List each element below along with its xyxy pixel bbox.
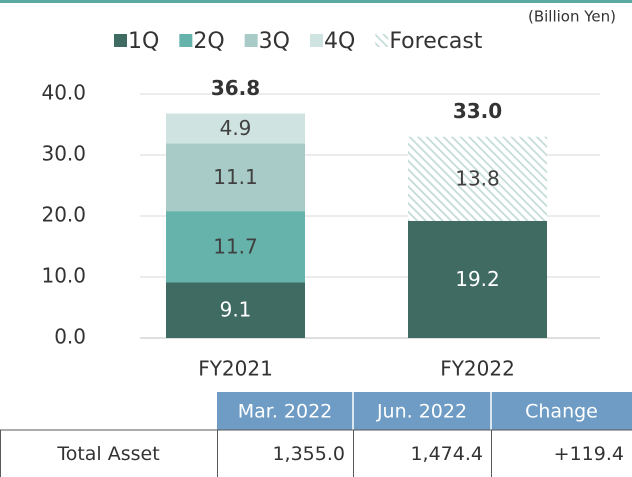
value-label: 11.1 [213, 165, 258, 189]
legend-label: 1Q [128, 29, 159, 54]
legend-label: 2Q [193, 29, 224, 54]
legend-swatch [114, 34, 127, 47]
bar-segment [166, 113, 305, 144]
header-text: Change [525, 401, 598, 423]
x-tick-label: FY2022 [440, 357, 515, 381]
y-tick-label: 40.0 [41, 81, 86, 105]
y-tick-label: 10.0 [41, 264, 86, 288]
legend-swatch [375, 34, 389, 47]
bar-segment [166, 282, 305, 338]
bar-segment [408, 220, 547, 338]
total-label: 36.8 [211, 76, 260, 100]
y-tick-label: 20.0 [41, 203, 86, 227]
header-cell [353, 392, 491, 430]
legend-label: 3Q [259, 29, 290, 54]
bar-segment [166, 211, 305, 283]
bar-segment [166, 143, 305, 212]
header-cell [491, 392, 632, 430]
cell-text: Total Asset [56, 443, 159, 465]
legend-swatch [244, 34, 258, 47]
cell-text: +119.4 [554, 443, 624, 465]
value-label: 9.1 [220, 298, 252, 322]
x-tick-label: FY2021 [198, 357, 273, 381]
value-label: 13.8 [455, 166, 500, 190]
bar-segment [408, 136, 547, 221]
legend-label: 4Q [324, 29, 355, 54]
legend-swatch [309, 34, 323, 47]
cell-text: 1,474.4 [410, 443, 483, 465]
cell-text: 1,355.0 [272, 443, 345, 465]
value-label: 19.2 [455, 267, 500, 291]
table: Mar. 2022 Jun. 2022 Change Total Asset 1,355… [0, 392, 632, 477]
legend-label: Forecast [389, 29, 482, 54]
top-rule [0, 0, 632, 3]
y-tick-label: 0.0 [54, 325, 86, 349]
unit-label: (Billion Yen) [528, 8, 616, 26]
header-text: Jun. 2022 [376, 401, 467, 423]
header-cell [217, 392, 353, 430]
value-label: 4.9 [220, 116, 252, 140]
y-tick-label: 30.0 [41, 142, 86, 166]
total-label: 33.0 [453, 99, 502, 123]
header-text: Mar. 2022 [238, 401, 333, 423]
legend-swatch [179, 34, 193, 47]
value-label: 11.7 [213, 234, 258, 258]
